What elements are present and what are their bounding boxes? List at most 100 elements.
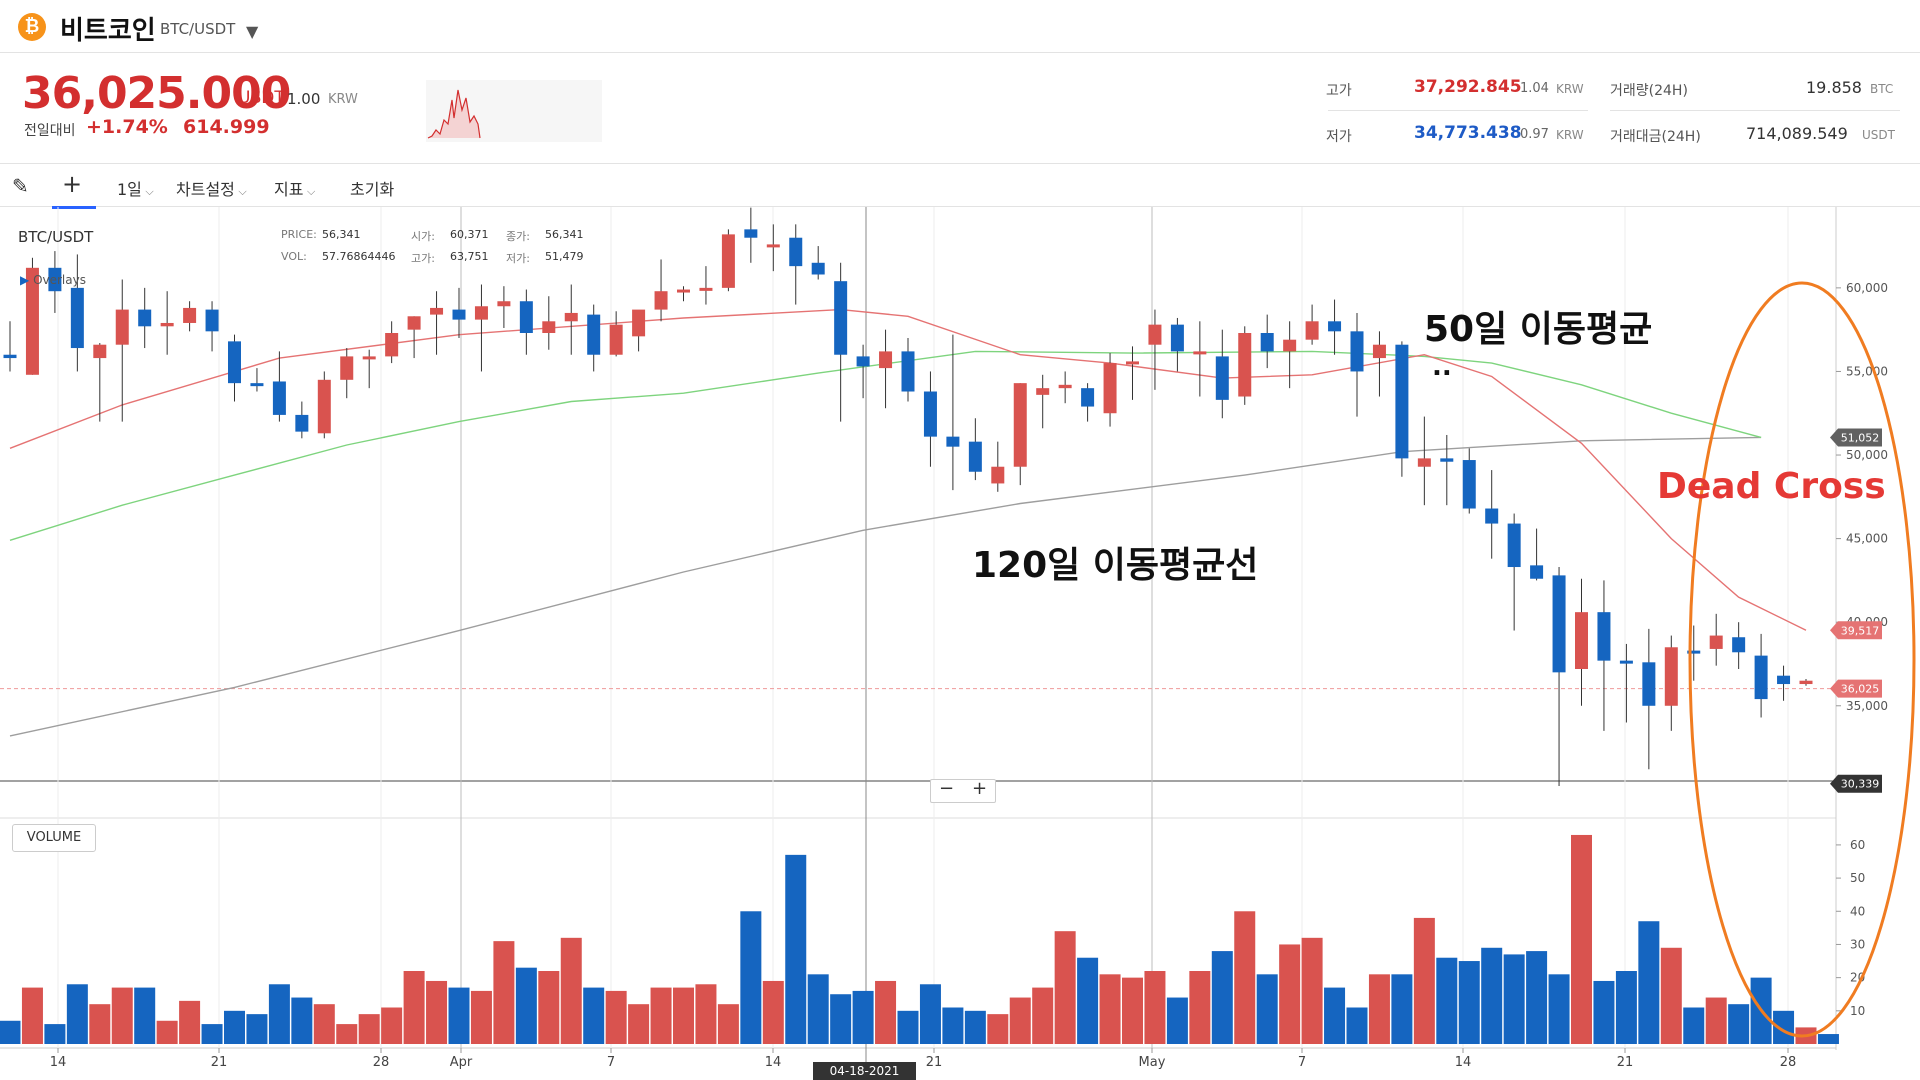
candle-body [609, 324, 623, 355]
zoom-controls [930, 779, 996, 803]
volume-bar [1368, 974, 1390, 1044]
legend-low-label: 저가: [506, 252, 530, 265]
candle-body [1709, 635, 1723, 649]
candle-body [968, 441, 982, 472]
volume-bar [1391, 974, 1413, 1044]
crosshair-icon[interactable]: + [62, 170, 83, 198]
vol-tick-label: 60 [1850, 838, 1865, 852]
coin-name: 비트코인 [60, 16, 156, 46]
volume-bar [268, 984, 290, 1044]
volume-24h-value: 19.858 [1806, 78, 1862, 97]
overlays-label: Overlays [33, 273, 86, 287]
candle-body [3, 354, 17, 359]
x-tick-label: May [1139, 1055, 1166, 1070]
mini-sparkline [426, 80, 602, 142]
price-marker: 39,517 [1830, 621, 1882, 640]
indicators-dropdown[interactable]: 지표 ⌵ [274, 176, 315, 200]
candle-body [1170, 324, 1184, 352]
y-tick-label: 55,000 [1846, 364, 1888, 378]
volume-bar [628, 1004, 650, 1044]
candle-body [856, 356, 870, 367]
volume-bar [897, 1010, 919, 1044]
candle-body [1395, 344, 1409, 459]
legend-price-value: 56,341 [322, 228, 361, 241]
candle-body [1732, 637, 1746, 653]
axes: 142128Apr71421May714212835,00040,00045,0… [50, 281, 1888, 1070]
x-tick-label: 21 [211, 1055, 228, 1070]
change-percent: +1.74% [86, 116, 168, 138]
price-marker-tag [1830, 679, 1882, 698]
candle-body [1575, 612, 1588, 669]
volume-bar [44, 1024, 66, 1044]
volume-bar [1773, 1010, 1795, 1044]
volume-bar [224, 1010, 245, 1044]
reset-button[interactable]: 초기화 [350, 180, 395, 199]
overlays-toggle[interactable]: ▶ Overlays [20, 273, 86, 287]
volume-bar [1526, 951, 1548, 1044]
volume-bar [1122, 977, 1143, 1044]
volume-bar [1458, 961, 1480, 1044]
volume-bar [1638, 921, 1660, 1044]
volume-bar [785, 854, 807, 1044]
volume-bar [695, 984, 717, 1044]
candle-body [564, 312, 578, 322]
candle-body [519, 301, 533, 333]
caret-down-icon[interactable]: ▼ [246, 22, 259, 41]
candle-body [1283, 339, 1297, 352]
candle-body [1126, 361, 1139, 365]
vol-tick-label: 10 [1850, 1004, 1865, 1018]
volume-bar [987, 1014, 1009, 1044]
candle-body [407, 316, 421, 330]
change-value: 614.999 [183, 116, 270, 138]
candle-body [160, 322, 174, 327]
x-tick-label: 14 [50, 1055, 67, 1070]
candle-body [677, 289, 690, 293]
volume-bar [470, 990, 492, 1044]
interval-dropdown[interactable]: 1일 ⌵ [117, 176, 154, 200]
low-rate: 0.97 [1520, 127, 1549, 142]
volume-bar [448, 987, 470, 1044]
x-tick-label: 28 [1780, 1055, 1797, 1070]
candles [3, 207, 1813, 787]
candle-body [497, 301, 511, 307]
legend-close-label: 종가: [506, 230, 530, 243]
chart-settings-dropdown[interactable]: 차트설정 ⌵ [176, 176, 247, 200]
pencil-icon[interactable]: ✎ [12, 174, 29, 198]
candle-body [452, 309, 466, 320]
legend-open-label: 시가: [411, 230, 435, 243]
price-marker-label: 36,025 [1841, 683, 1880, 696]
chevron-down-icon: ⌵ [303, 185, 316, 198]
pair-label: BTC/USDT [160, 20, 236, 38]
krw-unit: KRW [328, 92, 358, 107]
candle-body [699, 287, 713, 291]
legend-low-value: 51,479 [545, 250, 584, 263]
x-tick-label: 21 [1617, 1055, 1634, 1070]
volume-bar [1324, 987, 1346, 1044]
candle-body [1552, 575, 1566, 673]
volume-bar [538, 971, 560, 1044]
candle-body [811, 262, 825, 275]
price-marker-tag [1830, 774, 1882, 793]
volume-bar [560, 937, 582, 1044]
annotation-dead-cross: Dead Cross [1657, 466, 1886, 507]
volume-bar [1009, 997, 1031, 1044]
price-marker-label: 30,339 [1841, 778, 1880, 791]
volume-bar [605, 990, 627, 1044]
high-unit: KRW [1556, 82, 1584, 96]
volume-24h-label: 거래량(24H) [1610, 83, 1688, 99]
candle-body [1417, 458, 1431, 467]
dead-cross-circle [1688, 281, 1916, 1038]
candle-body [1462, 460, 1476, 509]
candle-body [1260, 333, 1274, 352]
candle-body [1777, 675, 1791, 685]
price-marker-label: 51,052 [1841, 431, 1880, 444]
candle-body [1103, 363, 1117, 414]
zoom-out-button[interactable]: − [939, 778, 955, 799]
price-marker-tag [1830, 621, 1882, 640]
candle-body [1687, 650, 1701, 654]
vol-tick-label: 50 [1850, 871, 1865, 885]
zoom-in-button[interactable]: + [972, 778, 988, 799]
candlestick-chart[interactable]: 142128Apr71421May714212835,00040,00045,0… [0, 207, 1920, 1080]
volume-bar [336, 1024, 358, 1044]
amount-24h-label: 거래대금(24H) [1610, 129, 1701, 145]
